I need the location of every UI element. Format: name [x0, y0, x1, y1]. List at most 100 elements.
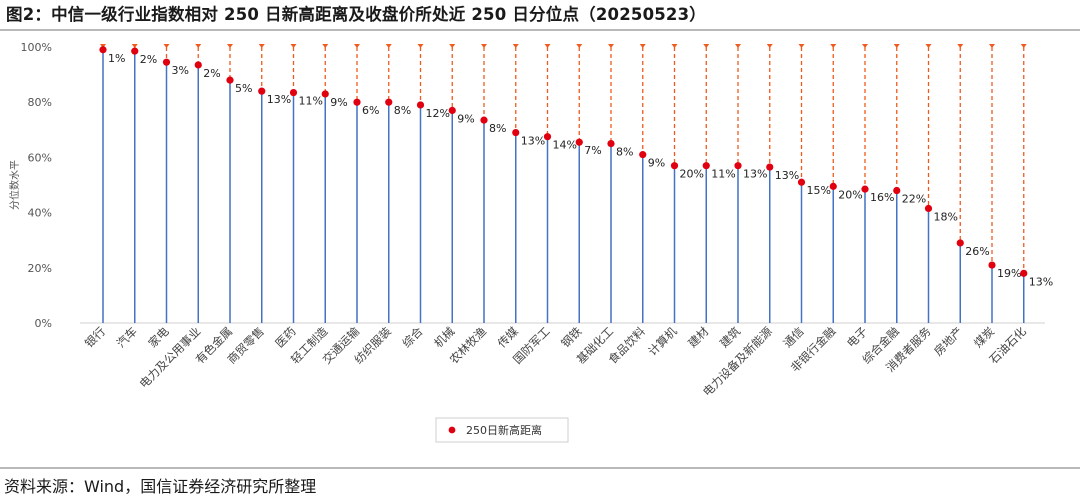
category-label: 计算机	[645, 324, 680, 359]
category-label: 机械	[431, 324, 458, 351]
guide-arrow	[544, 44, 551, 48]
category-label: 家电	[145, 324, 172, 351]
data-label: 19%	[997, 267, 1021, 280]
data-label: 11%	[711, 168, 735, 181]
dot-plot-chart: 分位数水平0%20%40%60%80%100%1%银行2%汽车3%家电2%电力及…	[8, 41, 1053, 443]
chart-title: 图2：中信一级行业指数相对 250 日新高距离及收盘价所处近 250 日分位点（…	[6, 5, 706, 24]
data-label: 8%	[489, 122, 506, 135]
data-label: 1%	[108, 52, 125, 65]
data-label: 8%	[616, 146, 633, 159]
data-label: 3%	[172, 64, 189, 77]
data-point	[1020, 269, 1028, 277]
data-point	[766, 163, 774, 171]
guide-arrow	[639, 44, 646, 48]
data-point	[893, 186, 901, 195]
data-label: 13%	[267, 93, 291, 106]
guide-arrow	[893, 44, 900, 48]
data-point	[258, 87, 266, 95]
data-label: 13%	[521, 135, 545, 148]
guide-arrow	[385, 44, 392, 48]
data-point	[162, 58, 171, 66]
category-label: 电子	[844, 324, 870, 350]
guide-arrow	[195, 44, 202, 48]
y-tick-label: 60%	[28, 151, 52, 164]
guide-arrow	[576, 44, 583, 48]
category-label: 汽车	[114, 324, 140, 350]
data-point	[956, 239, 964, 247]
legend-box	[435, 417, 569, 443]
guide-arrow	[989, 44, 995, 48]
category-label: 建筑	[717, 324, 744, 351]
data-point	[861, 185, 869, 193]
source-note: 资料来源：Wind，国信证券经济研究所整理	[4, 477, 317, 496]
data-label: 16%	[870, 191, 894, 204]
data-label: 12%	[426, 107, 450, 120]
guide-arrow	[703, 44, 710, 48]
y-axis-title: 分位数水平	[8, 160, 21, 210]
data-point	[607, 140, 615, 148]
data-point	[226, 76, 234, 84]
guide-arrow	[449, 44, 456, 48]
category-label: 煤炭	[971, 324, 997, 350]
legend-label: 250日新高距离	[466, 423, 542, 437]
data-point	[416, 101, 425, 109]
data-point	[353, 98, 361, 106]
category-label: 综合	[399, 324, 426, 351]
data-label: 9%	[648, 157, 665, 170]
data-label: 22%	[902, 193, 926, 206]
data-label: 6%	[362, 104, 379, 117]
data-label: 15%	[807, 184, 831, 197]
data-point	[448, 106, 456, 115]
data-label: 14%	[553, 139, 577, 152]
guide-arrow	[798, 44, 805, 48]
guide-arrow	[290, 44, 297, 48]
guide-arrow	[354, 44, 360, 48]
data-label: 13%	[775, 169, 799, 182]
y-tick-label: 100%	[21, 41, 52, 54]
data-label: 13%	[1029, 275, 1053, 288]
y-tick-label: 40%	[28, 207, 52, 220]
data-point	[131, 47, 139, 55]
guide-arrow	[1020, 44, 1027, 48]
data-label: 9%	[457, 112, 474, 125]
guide-arrow	[830, 44, 837, 48]
top-divider	[0, 29, 1080, 31]
y-tick-label: 0%	[35, 317, 52, 330]
guide-arrow	[481, 44, 487, 48]
data-point	[543, 133, 552, 141]
guide-arrow	[925, 44, 932, 48]
category-label: 银行	[82, 324, 108, 350]
category-label: 钢铁	[558, 324, 585, 351]
legend-marker	[448, 426, 456, 434]
guide-arrow	[957, 44, 964, 48]
data-point	[988, 261, 996, 269]
data-label: 20%	[680, 168, 704, 181]
data-label: 5%	[235, 82, 252, 95]
guide-arrow	[163, 44, 170, 48]
data-point	[194, 61, 202, 69]
guide-arrow	[766, 44, 773, 48]
y-tick-label: 80%	[28, 96, 52, 109]
category-label: 通信	[780, 324, 806, 350]
data-point	[99, 46, 107, 54]
guide-arrow	[671, 44, 678, 48]
data-point	[321, 90, 329, 98]
data-label: 2%	[203, 67, 220, 80]
guide-arrow	[512, 44, 519, 48]
data-label: 26%	[965, 245, 989, 258]
data-label: 11%	[299, 95, 323, 108]
data-point	[639, 151, 647, 159]
data-point	[702, 162, 710, 170]
data-point	[797, 178, 806, 186]
y-tick-label: 20%	[28, 262, 52, 275]
data-point	[480, 116, 488, 124]
guide-arrow	[227, 44, 233, 48]
guide-arrow	[862, 44, 868, 48]
data-label: 2%	[140, 53, 157, 66]
data-point	[512, 128, 520, 137]
guide-arrow	[100, 44, 106, 48]
guide-arrow	[608, 44, 614, 48]
guide-arrow	[131, 44, 138, 48]
data-point	[734, 162, 742, 170]
data-point	[924, 204, 933, 213]
